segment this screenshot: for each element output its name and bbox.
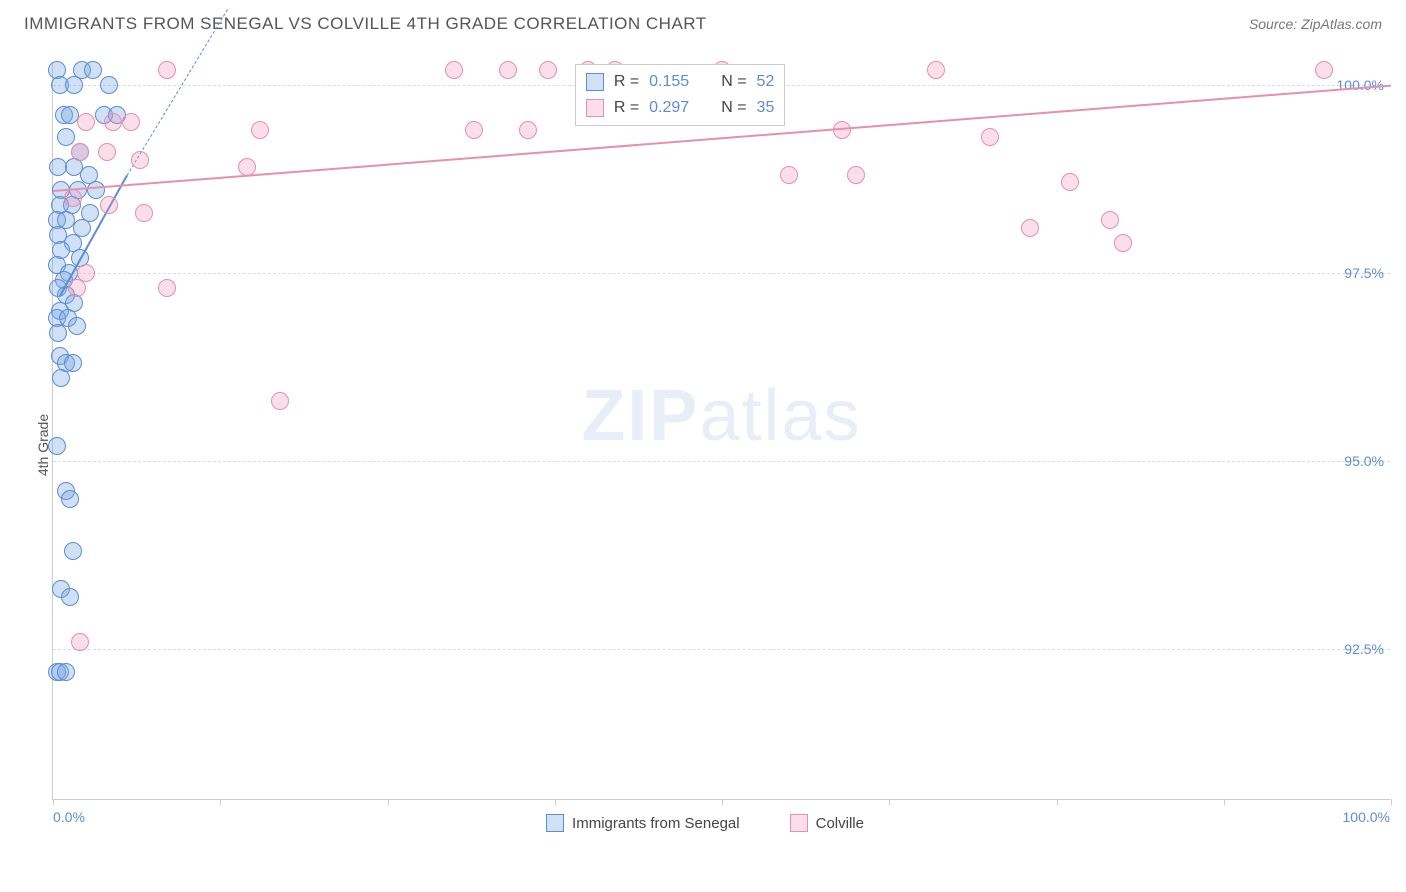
scatter-point <box>539 61 557 79</box>
scatter-point <box>1315 61 1333 79</box>
scatter-point <box>65 76 83 94</box>
stat-r-label: R = <box>614 69 639 95</box>
y-tick-label: 95.0% <box>1344 453 1384 469</box>
legend-label: Immigrants from Senegal <box>572 815 740 832</box>
legend-swatch <box>790 814 808 832</box>
y-tick-label: 97.5% <box>1344 265 1384 281</box>
chart-title: IMMIGRANTS FROM SENEGAL VS COLVILLE 4TH … <box>24 14 707 34</box>
gridline-h <box>53 273 1390 274</box>
scatter-point <box>84 61 102 79</box>
legend-label: Colville <box>816 815 864 832</box>
scatter-point <box>104 113 122 131</box>
chart-container: 4th Grade ZIPatlas 92.5%95.0%97.5%100.0%… <box>20 50 1390 840</box>
scatter-point <box>1114 234 1132 252</box>
scatter-point <box>98 143 116 161</box>
legend-swatch <box>586 99 604 117</box>
scatter-point <box>100 76 118 94</box>
scatter-point <box>519 121 537 139</box>
scatter-point <box>135 204 153 222</box>
stat-n-label: N = <box>721 69 746 95</box>
scatter-point <box>100 196 118 214</box>
scatter-point <box>499 61 517 79</box>
scatter-point <box>77 113 95 131</box>
scatter-point <box>52 369 70 387</box>
x-tick-mark <box>1224 799 1225 805</box>
scatter-point <box>61 588 79 606</box>
x-tick-mark <box>220 799 221 805</box>
scatter-point <box>271 392 289 410</box>
legend-item: Colville <box>790 814 864 832</box>
stat-n-label: N = <box>721 95 746 121</box>
scatter-point <box>48 437 66 455</box>
x-tick-mark <box>1391 799 1392 805</box>
gridline-h <box>53 461 1390 462</box>
scatter-point <box>57 128 75 146</box>
x-tick-mark <box>53 799 54 805</box>
scatter-point <box>927 61 945 79</box>
plot-area: ZIPatlas 92.5%95.0%97.5%100.0%0.0%100.0%… <box>52 62 1390 800</box>
stat-n-value: 52 <box>757 69 775 95</box>
scatter-point <box>71 633 89 651</box>
scatter-point <box>122 113 140 131</box>
stats-row: R = 0.155 N = 52 <box>586 69 775 95</box>
legend-swatch <box>586 73 604 91</box>
scatter-point <box>847 166 865 184</box>
scatter-point <box>981 128 999 146</box>
scatter-point <box>251 121 269 139</box>
scatter-point <box>71 143 89 161</box>
scatter-point <box>49 324 67 342</box>
scatter-point <box>61 490 79 508</box>
scatter-point <box>445 61 463 79</box>
x-tick-mark <box>1057 799 1058 805</box>
scatter-point <box>64 542 82 560</box>
scatter-point <box>64 189 82 207</box>
chart-source: Source: ZipAtlas.com <box>1249 16 1382 32</box>
y-tick-label: 92.5% <box>1344 641 1384 657</box>
scatter-point <box>1061 173 1079 191</box>
gridline-h <box>53 649 1390 650</box>
stats-box: R = 0.155 N = 52 R = 0.297 N = 35 <box>575 64 786 126</box>
watermark: ZIPatlas <box>581 375 861 457</box>
stat-r-label: R = <box>614 95 639 121</box>
scatter-point <box>780 166 798 184</box>
scatter-point <box>1021 219 1039 237</box>
legend-swatch <box>546 814 564 832</box>
scatter-point <box>1101 211 1119 229</box>
stat-r-value: 0.155 <box>649 69 689 95</box>
x-tick-mark <box>722 799 723 805</box>
stat-n-value: 35 <box>757 95 775 121</box>
scatter-point <box>465 121 483 139</box>
scatter-point <box>158 279 176 297</box>
stats-row: R = 0.297 N = 35 <box>586 95 775 121</box>
chart-legend: Immigrants from Senegal Colville <box>20 814 1390 832</box>
scatter-point <box>64 354 82 372</box>
legend-item: Immigrants from Senegal <box>546 814 740 832</box>
scatter-point <box>158 61 176 79</box>
stat-r-value: 0.297 <box>649 95 689 121</box>
scatter-point <box>68 317 86 335</box>
scatter-point <box>68 279 86 297</box>
x-tick-mark <box>889 799 890 805</box>
scatter-point <box>87 181 105 199</box>
x-tick-mark <box>388 799 389 805</box>
x-tick-mark <box>555 799 556 805</box>
scatter-point <box>131 151 149 169</box>
scatter-point <box>57 663 75 681</box>
